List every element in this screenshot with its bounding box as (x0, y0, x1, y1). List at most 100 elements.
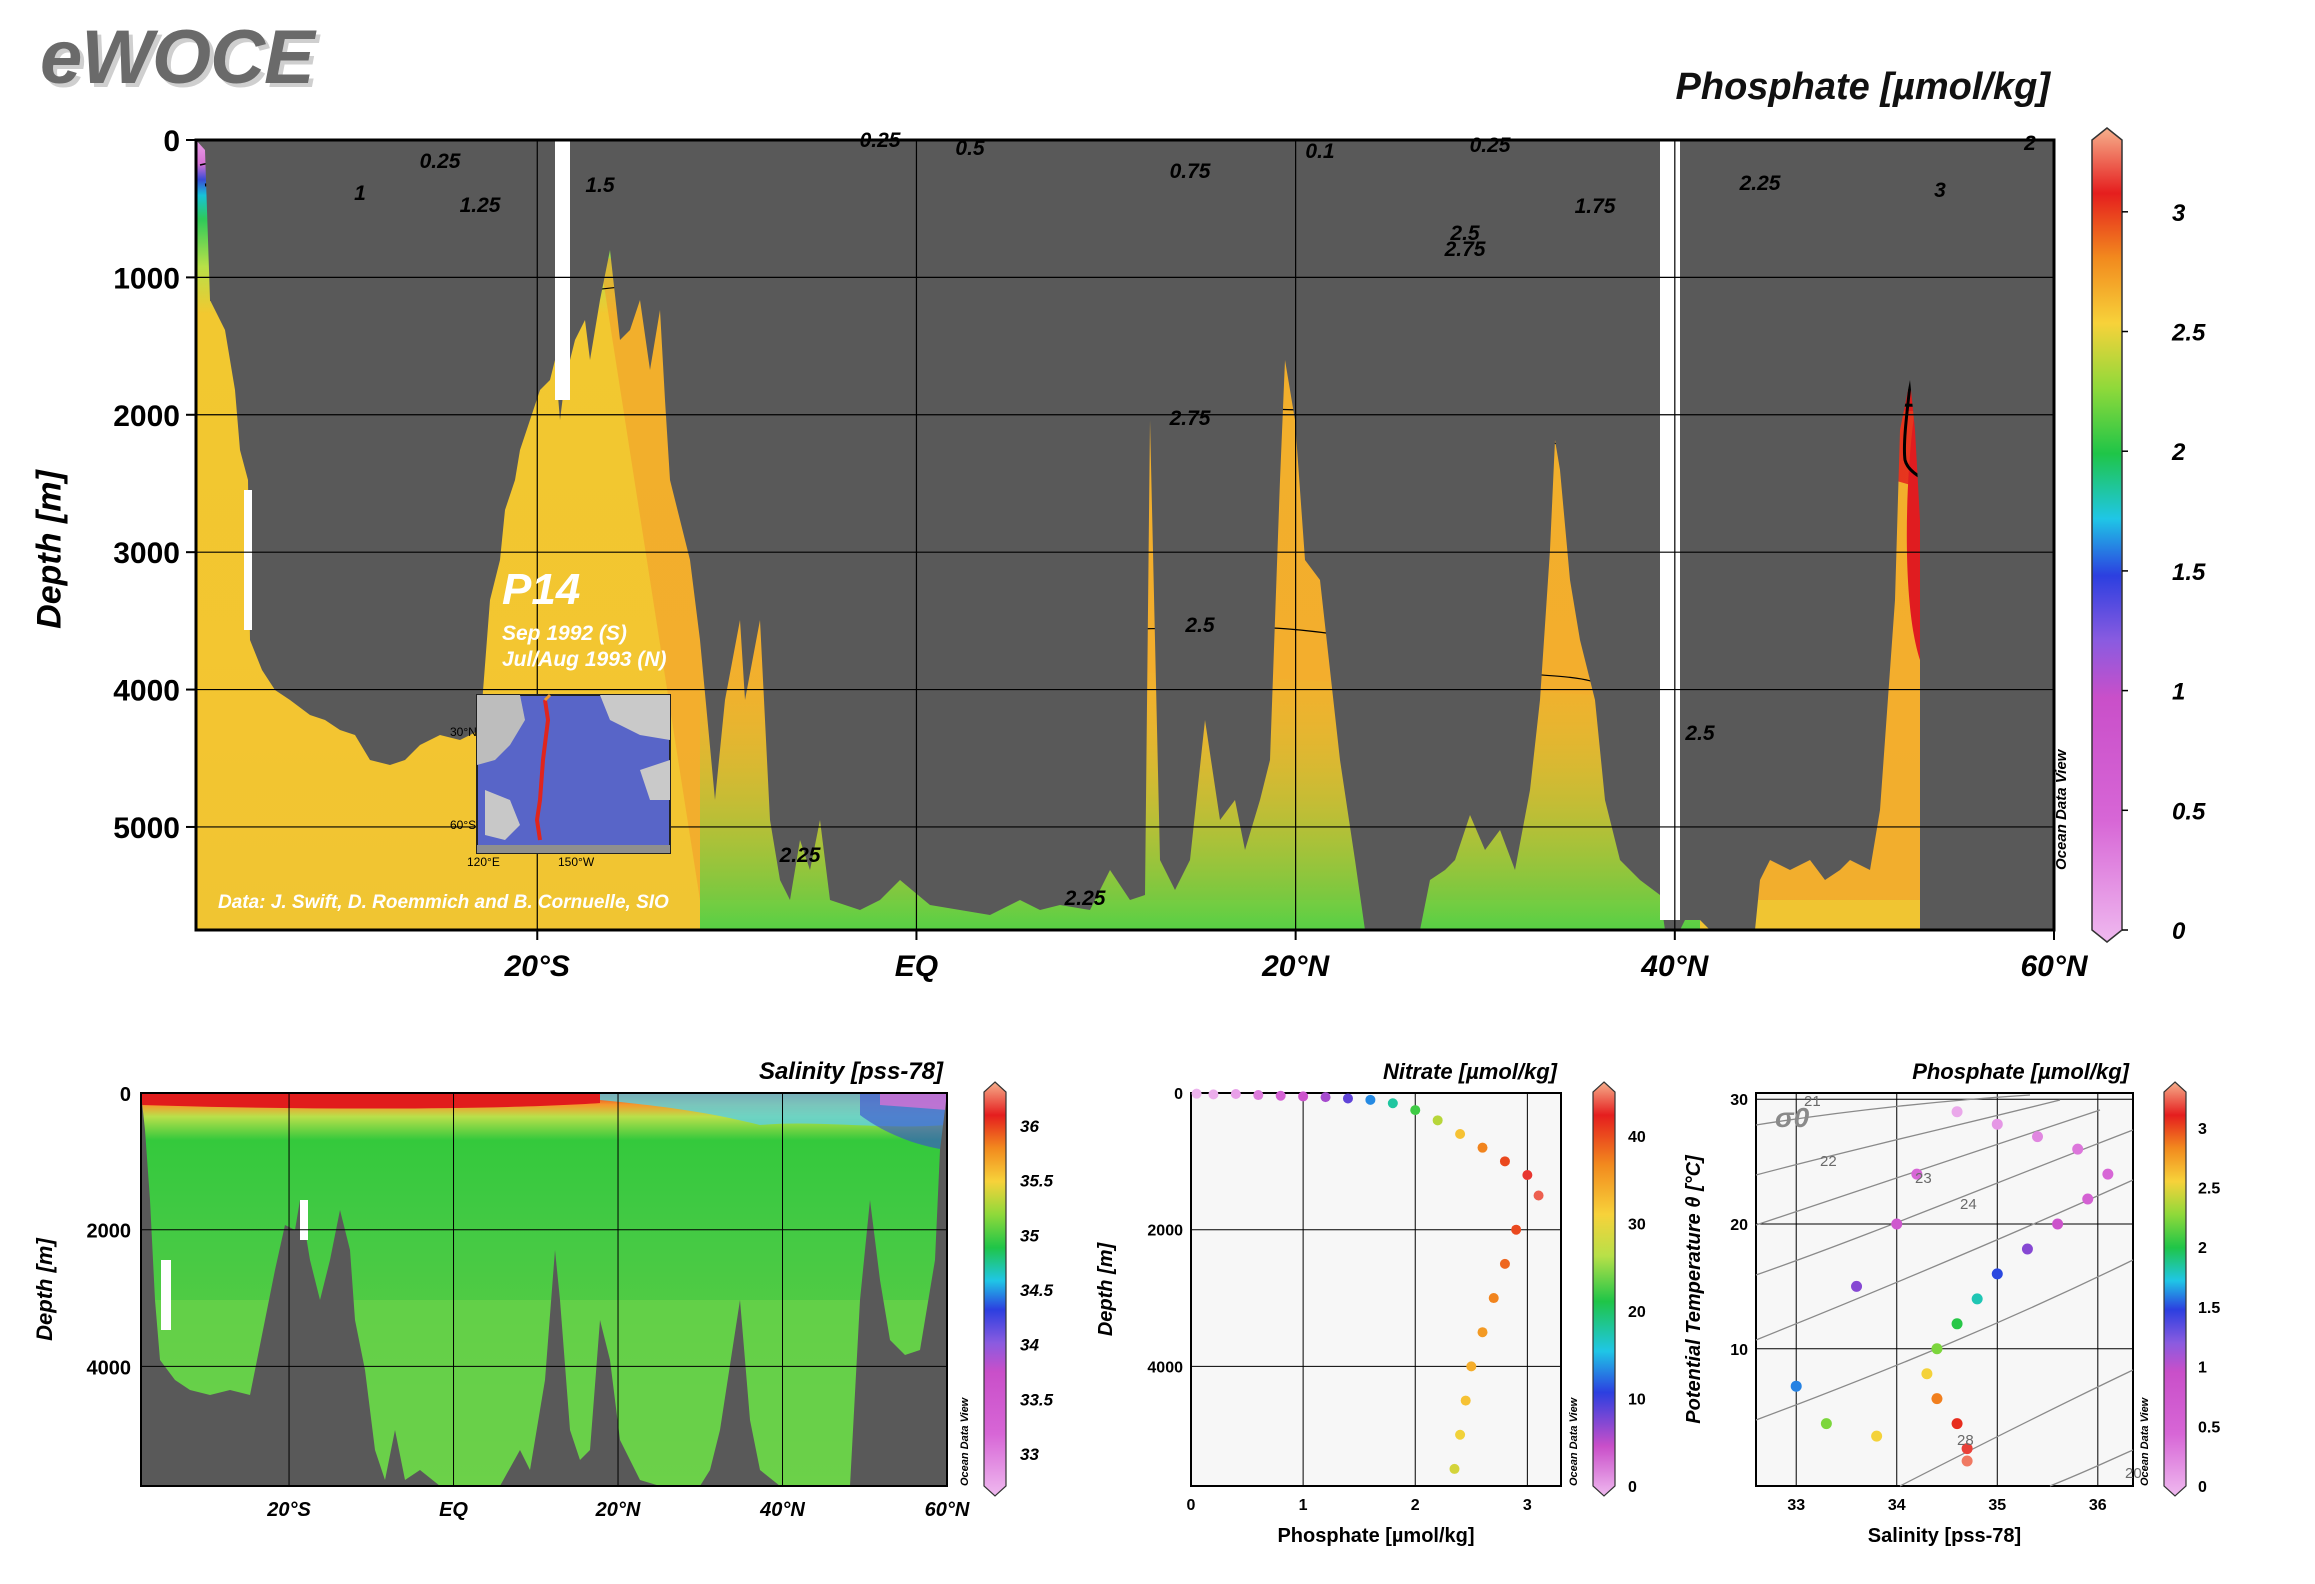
nitrate-point (1275, 1090, 1286, 1101)
salinity-y-axis-label: Depth [m] (32, 1238, 57, 1341)
ts-point (1931, 1343, 1943, 1355)
ts-title: Phosphate [µmol/kg] (1912, 1059, 2129, 1084)
salinity-colorbar-tick-label: 33.5 (1020, 1390, 1054, 1409)
nitrate-y-tick-label: 0 (1174, 1086, 1183, 1103)
nitrate-scatter-chart: Nitrate [µmol/kg] Phosphate [µmol/kg] Dept… (1095, 1059, 1562, 1547)
ts-y-axis-label: Potential Temperature θ [°C] (1683, 1154, 1705, 1424)
salinity-colorbar-tick-label: 34 (1020, 1336, 1039, 1355)
nitrate-colorbar-tick-label: 10 (1628, 1391, 1646, 1408)
ts-point (1961, 1455, 1973, 1467)
ts-colorbar-tick-label: 0.5 (2198, 1419, 2220, 1436)
nitrate-colorbar-tick-label: 40 (1628, 1129, 1646, 1146)
nitrate-point (1410, 1105, 1421, 1116)
ts-point (1931, 1393, 1943, 1405)
ts-isopycnal-label: 24 (1960, 1196, 1977, 1213)
ts-point (1911, 1168, 1923, 1180)
ts-point (2021, 1243, 2033, 1255)
nitrate-point (1449, 1463, 1460, 1474)
main-colorbar-tick-label: 3 (2172, 200, 2186, 227)
nitrate-watermark: Ocean Data View (1568, 1396, 1580, 1486)
ewoce-logo: eWOCE (40, 15, 315, 100)
ts-x-tick-label: 36 (2089, 1497, 2107, 1514)
main-chart-title: Phosphate [µmol/kg] (1675, 66, 2050, 108)
salinity-watermark: Ocean Data View (959, 1396, 971, 1486)
nitrate-point (1298, 1091, 1309, 1102)
ts-colorbar-tick-label: 1.5 (2198, 1300, 2220, 1317)
nitrate-x-tick-label: 3 (1523, 1497, 1532, 1514)
nitrate-point (1460, 1395, 1471, 1406)
nitrate-y-tick-label: 4000 (1147, 1359, 1183, 1376)
nitrate-point (1466, 1361, 1477, 1372)
nitrate-point (1455, 1129, 1466, 1140)
ts-colorbar-tick-label: 0 (2198, 1479, 2207, 1496)
data-credit: Data: J. Swift, D. Roemmich and B. Cornu… (218, 892, 669, 913)
ts-colorbar-tick-label: 3 (2198, 1121, 2207, 1138)
nitrate-point (1499, 1258, 1510, 1269)
ts-point (2052, 1218, 2064, 1230)
ts-point (2082, 1193, 2094, 1205)
ts-sigma-label: σ0 (1775, 1102, 1810, 1133)
salinity-x-tick-label: EQ (439, 1499, 468, 1521)
salinity-colorbar-tick-label: 33 (1020, 1445, 1039, 1464)
main-colorbar: 0 0.5 1 1.5 2 2.5 3 (2091, 127, 2206, 945)
inset-label-30n: 30°N (450, 725, 477, 739)
ts-isopycnal-label: 22 (1820, 1153, 1837, 1170)
nitrate-point (1320, 1092, 1331, 1103)
nitrate-x-tick-label: 0 (1187, 1497, 1196, 1514)
nitrate-colorbar-tick-label: 20 (1628, 1304, 1646, 1321)
ts-colorbar-tick-label: 2.5 (2198, 1181, 2220, 1198)
salinity-colorbar-tick-label: 34.5 (1020, 1281, 1054, 1300)
nitrate-x-axis-label: Phosphate [µmol/kg] (1277, 1525, 1474, 1547)
nitrate-point (1365, 1094, 1376, 1105)
nitrate-x-tick-label: 2 (1411, 1497, 1420, 1514)
nitrate-point (1253, 1090, 1264, 1101)
ts-colorbar: 0 0.5 1 1.5 2 2.5 3 Ocean Data View (2139, 1081, 2220, 1497)
ts-point (2031, 1131, 2043, 1143)
salinity-colorbar-tick-label: 36 (1020, 1117, 1039, 1136)
ts-x-tick-label: 34 (1888, 1497, 1906, 1514)
nitrate-title: Nitrate [µmol/kg] (1383, 1059, 1558, 1084)
nitrate-point (1488, 1293, 1499, 1304)
salinity-y-tick-label: 2000 (87, 1221, 132, 1243)
ts-point (1790, 1380, 1802, 1392)
salinity-x-tick-label: 40°N (759, 1499, 805, 1521)
ts-x-axis-label: Salinity [pss-78] (1868, 1525, 2021, 1547)
inset-label-60s: 60°S (450, 818, 477, 832)
nitrate-point (1387, 1098, 1398, 1109)
salinity-x-tick-label: 20°S (266, 1499, 311, 1521)
salinity-x-tick-label: 20°N (595, 1499, 641, 1521)
main-colorbar-tick-label: 0.5 (2172, 798, 2206, 825)
ts-x-tick-label: 33 (1787, 1497, 1805, 1514)
nitrate-y-tick-label: 2000 (1147, 1223, 1183, 1240)
ts-isopycnal-label: 20 (2125, 1465, 2142, 1482)
ts-point (1891, 1218, 1903, 1230)
salinity-y-tick-label: 0 (120, 1084, 131, 1106)
nitrate-point (1499, 1156, 1510, 1167)
ts-point (1951, 1106, 1963, 1118)
ts-point (1921, 1368, 1933, 1380)
ts-point (1991, 1118, 2003, 1130)
nitrate-point (1477, 1142, 1488, 1153)
ts-y-tick-label: 30 (1730, 1092, 1748, 1109)
nitrate-y-axis-label: Depth [m] (1095, 1242, 1117, 1337)
nitrate-point (1208, 1089, 1219, 1100)
inset-label-120e: 120°E (467, 855, 500, 869)
ts-point (2102, 1168, 2114, 1180)
nitrate-point (1511, 1224, 1522, 1235)
salinity-title: Salinity [pss-78] (759, 1058, 944, 1085)
nitrate-point (1477, 1327, 1488, 1338)
salinity-colorbar-tick-label: 35 (1020, 1226, 1039, 1245)
ts-point (1871, 1430, 1883, 1442)
salinity-colorbar-tick-label: 35.5 (1020, 1172, 1054, 1191)
ts-point (1951, 1318, 1963, 1330)
salinity-x-tick-label: 60°N (925, 1499, 970, 1521)
ts-isopycnal-label: 21 (1804, 1093, 1821, 1110)
ts-diagram-chart: Phosphate [µmol/kg] Salinity [pss-78] Pote… (1683, 1059, 2142, 1547)
ts-point (1961, 1443, 1973, 1455)
salinity-land (141, 1093, 947, 1486)
section-name: P14 (502, 565, 581, 614)
nitrate-colorbar-tick-label: 30 (1628, 1216, 1646, 1233)
ts-watermark: Ocean Data View (2139, 1396, 2151, 1486)
nitrate-point (1533, 1190, 1544, 1201)
